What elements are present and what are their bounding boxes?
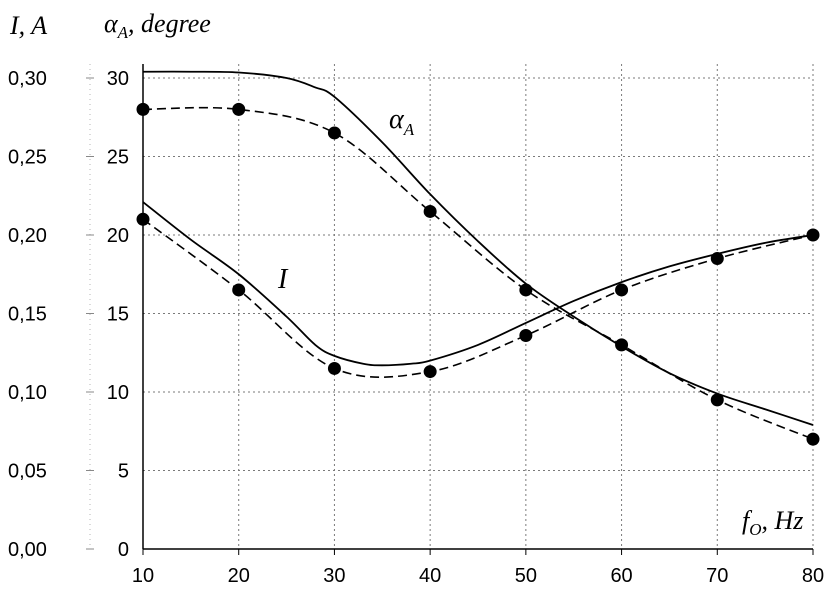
series-3-marker [710, 252, 724, 266]
series-label-alpha-sub: A [403, 120, 415, 139]
series-1-marker [423, 204, 437, 218]
series [136, 70, 820, 446]
series-line-2-solid [142, 201, 814, 367]
y-right-tick-label: 20 [107, 225, 129, 247]
y-left-tick-label: 0,10 [8, 382, 47, 404]
series-3-marker [615, 283, 629, 297]
y-right-tick-label: 5 [118, 461, 129, 483]
series-3-marker [136, 212, 150, 226]
x-axis-title-main: f [742, 506, 753, 535]
series-1-marker [519, 283, 533, 297]
series-3-marker [519, 328, 533, 342]
series-3-marker [423, 365, 437, 379]
left-axis-title: I, A [9, 11, 47, 40]
y-left-tick-label: 0,30 [8, 68, 47, 90]
series-1-marker [232, 102, 246, 116]
series-3-marker [232, 283, 246, 297]
series-1-marker [710, 393, 724, 407]
series-line-3-dashed [142, 218, 814, 378]
x-tick-label: 50 [515, 565, 537, 587]
y-right-tick-label: 15 [107, 304, 129, 326]
y-left-tick-label: 0,00 [8, 539, 47, 561]
series-line-1-dashed [142, 106, 814, 440]
y-right-tick-label: 25 [107, 147, 129, 169]
right-axis-title-rest: , degree [128, 9, 211, 38]
series-1-marker [136, 102, 150, 116]
axes [89, 64, 813, 550]
grid [143, 64, 814, 549]
y-left-tick-label: 0,15 [8, 304, 47, 326]
series-labels: αA I [277, 104, 415, 295]
series-3-marker [327, 361, 341, 375]
series-line-0-solid [142, 70, 814, 426]
right-axis-title: αA, degree [104, 9, 211, 42]
x-tick-label: 80 [802, 565, 824, 587]
x-axis-title-sub: O [749, 520, 761, 539]
axis-titles: I, A αA, degree fO, Hz [9, 9, 803, 539]
series-label-alpha-main: α [389, 104, 405, 135]
x-tick-label: 40 [419, 565, 441, 587]
x-tick-label: 30 [323, 565, 345, 587]
y-right-tick-label: 30 [107, 68, 129, 90]
series-label-current: I [277, 264, 289, 295]
x-tick-label: 20 [228, 565, 250, 587]
x-axis-title: fO, Hz [742, 506, 803, 539]
y-left-tick-label: 0,25 [8, 147, 47, 169]
x-tick-label: 60 [610, 565, 632, 587]
series-label-alpha: αA [389, 104, 415, 139]
tick-labels: 10 20 30 40 50 60 70 80 0 5 10 15 20 25 30 0,00 0,05 0,10… [8, 68, 824, 587]
series-1-marker [615, 338, 629, 352]
y-left-tick-label: 0,20 [8, 225, 47, 247]
series-3-marker [806, 228, 820, 242]
series-1-marker [327, 126, 341, 140]
y-left-tick-label: 0,05 [8, 461, 47, 483]
x-tick-label: 10 [132, 565, 154, 587]
series-1-marker [806, 432, 820, 446]
y-right-tick-label: 0 [118, 539, 129, 561]
right-axis-title-main: α [104, 9, 119, 38]
right-axis-title-sub: A [117, 23, 129, 42]
y-right-tick-label: 10 [107, 382, 129, 404]
x-axis-title-rest: , Hz [762, 506, 804, 535]
x-tick-label: 70 [706, 565, 728, 587]
